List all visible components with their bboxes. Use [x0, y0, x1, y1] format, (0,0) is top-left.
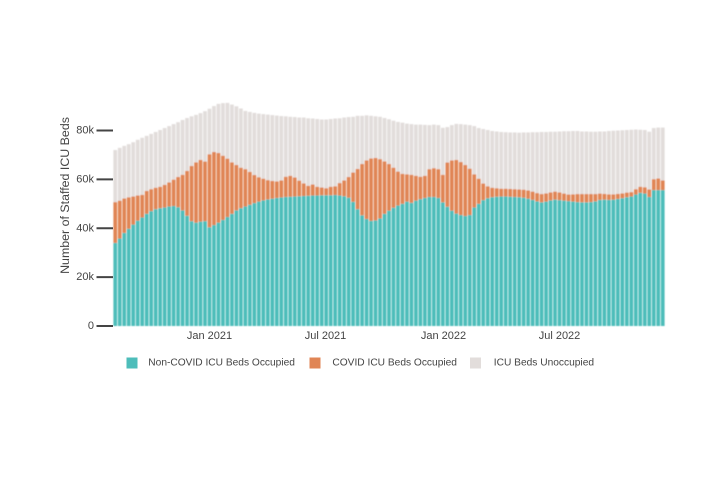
- svg-text:60k: 60k: [76, 173, 94, 185]
- svg-text:Jul 2021: Jul 2021: [305, 330, 347, 342]
- svg-text:Jul 2022: Jul 2022: [539, 330, 581, 342]
- svg-text:Jan 2022: Jan 2022: [421, 330, 466, 342]
- svg-text:Jan 2021: Jan 2021: [187, 330, 232, 342]
- svg-text:Non-COVID ICU Beds Occupied: Non-COVID ICU Beds Occupied: [148, 358, 295, 369]
- svg-text:COVID ICU Beds Occupied: COVID ICU Beds Occupied: [332, 358, 457, 369]
- svg-text:40k: 40k: [76, 222, 94, 234]
- svg-text:Number of Staffed ICU Beds: Number of Staffed ICU Beds: [58, 117, 72, 274]
- svg-text:ICU Beds Unoccupied: ICU Beds Unoccupied: [494, 358, 595, 369]
- svg-text:20k: 20k: [76, 271, 94, 283]
- svg-text:0: 0: [88, 320, 94, 332]
- svg-text:80k: 80k: [76, 125, 94, 137]
